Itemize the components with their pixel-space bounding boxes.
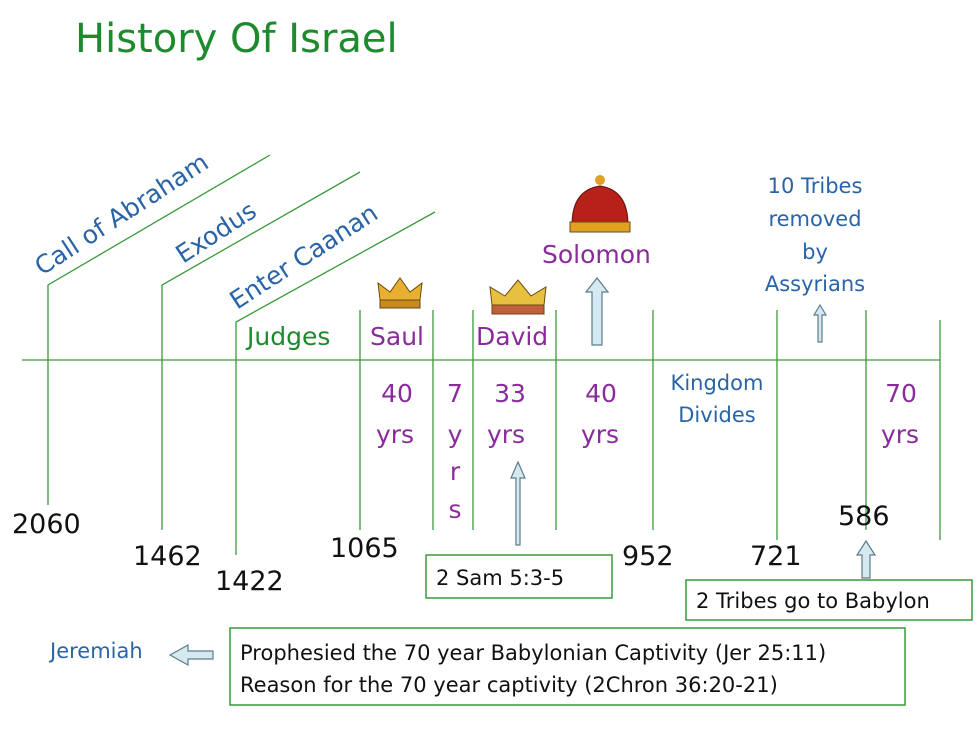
timeline	[22, 154, 941, 555]
years: 2060 1462 1422 1065 952 721 586	[12, 501, 890, 597]
note: Reason for the 70 year captivity (2Chron…	[240, 673, 778, 697]
period-label: Judges	[245, 322, 330, 351]
title: History Of Israel	[75, 16, 398, 62]
note: 2 Sam 5:3-5	[436, 566, 564, 590]
year: 952	[622, 541, 674, 572]
note: Assyrians	[765, 272, 865, 296]
arrows	[168, 277, 877, 667]
period-label: David	[476, 322, 548, 351]
period-label: Solomon	[542, 240, 651, 269]
duration: s	[448, 495, 461, 524]
note: removed	[768, 207, 861, 231]
crowns	[377, 175, 631, 315]
duration: r	[450, 457, 461, 486]
year: 1065	[330, 533, 399, 564]
duration: yrs	[376, 420, 414, 449]
year: 586	[838, 501, 890, 532]
period-label: Saul	[370, 322, 424, 351]
duration: Divides	[678, 403, 755, 427]
durations: 40 yrs 7 y r s 33 yrs 40 yrs Kingdom Div…	[376, 371, 919, 524]
duration: 7	[447, 379, 463, 408]
note: by	[802, 240, 828, 264]
assyria-note: 10 Tribes removed by Assyrians	[765, 174, 865, 296]
note-box	[229, 627, 906, 706]
event-label: Exodus	[170, 196, 261, 269]
duration: 33	[494, 379, 526, 408]
duration: Kingdom	[671, 371, 764, 395]
note-box	[425, 554, 613, 599]
duration: 70	[885, 379, 917, 408]
duration: 40	[585, 379, 617, 408]
year: 2060	[12, 509, 81, 540]
duration: yrs	[487, 420, 525, 449]
duration: yrs	[581, 420, 619, 449]
duration: yrs	[881, 420, 919, 449]
year: 721	[750, 541, 802, 572]
note: Prophesied the 70 year Babylonian Captiv…	[240, 641, 826, 665]
note: Jeremiah	[48, 639, 143, 663]
year: 1462	[133, 541, 202, 572]
note: 10 Tribes	[768, 174, 863, 198]
note-box	[685, 579, 973, 621]
duration: 40	[381, 379, 413, 408]
year: 1422	[215, 566, 284, 597]
note: 2 Tribes go to Babylon	[696, 589, 930, 613]
duration: y	[448, 420, 463, 449]
